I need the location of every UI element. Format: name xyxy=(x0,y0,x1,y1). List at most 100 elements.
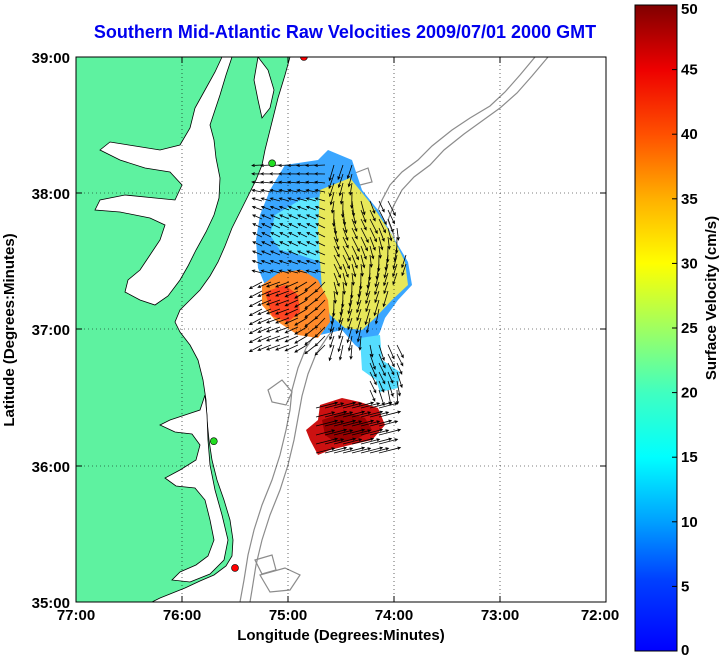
colorbar: 0 5 10 15 20 25 30 35 40 45 50 Surface Velocity (c… xyxy=(634,1,720,659)
velocity-arrow xyxy=(314,197,326,202)
velocity-arrow xyxy=(288,223,299,229)
lon-tick-label: 72:00 xyxy=(581,607,619,624)
velocity-arrow xyxy=(346,326,353,344)
velocity-arrow xyxy=(351,411,372,418)
velocity-arrow xyxy=(296,259,308,265)
velocity-arrow xyxy=(351,447,372,454)
velocity-arrow xyxy=(378,410,402,418)
velocity-arrow xyxy=(304,326,317,337)
velocity-arrow xyxy=(279,232,290,238)
velocity-arrow xyxy=(338,308,344,324)
velocity-arrow xyxy=(387,353,395,368)
velocity-arrow xyxy=(296,197,308,202)
velocity-arrow xyxy=(248,281,263,290)
velocity-arrow xyxy=(369,447,390,454)
station-markers xyxy=(210,57,308,572)
velocity-arrow xyxy=(378,245,382,259)
velocity-arrow xyxy=(339,191,344,205)
velocity-arrow xyxy=(275,281,290,288)
velocity-arrow xyxy=(304,335,317,346)
velocity-arrow xyxy=(248,326,263,335)
velocity-arrow xyxy=(329,326,335,341)
velocity-arrow xyxy=(342,410,366,418)
velocity-arrow xyxy=(333,419,357,427)
velocity-arrow xyxy=(342,428,366,436)
velocity-arrow xyxy=(305,188,317,193)
velocity-arrow xyxy=(265,317,281,324)
velocity-arrow xyxy=(342,420,363,427)
velocity-arrow xyxy=(315,447,336,454)
velocity-arrow xyxy=(251,259,263,265)
velocity-arrow xyxy=(296,180,308,184)
velocity-arrow xyxy=(347,317,353,331)
colorbar-tick-label: 30 xyxy=(681,255,698,272)
velocity-arrow xyxy=(378,362,386,377)
velocity-arrow xyxy=(333,401,357,409)
velocity-arrow xyxy=(360,402,381,409)
velocity-arrow xyxy=(304,308,317,319)
velocity-arrow xyxy=(252,214,263,220)
velocity-arrow xyxy=(251,269,263,274)
velocity-arrow xyxy=(356,326,362,343)
velocity-arrow xyxy=(356,299,362,314)
velocity-arrow xyxy=(351,419,375,427)
velocity-arrow xyxy=(396,362,403,375)
velocity-arrow xyxy=(278,259,290,265)
velocity-arrow xyxy=(278,205,290,211)
velocity-arrow xyxy=(251,163,263,168)
velocity-arrow xyxy=(351,245,359,261)
velocity-arrow xyxy=(378,200,385,213)
velocity-arrow xyxy=(387,344,395,360)
velocity-arrow xyxy=(248,344,263,353)
velocity-arrow xyxy=(342,236,349,249)
velocity-arrow xyxy=(287,197,299,202)
velocity-arrow xyxy=(275,335,290,342)
velocity-arrow xyxy=(338,182,344,197)
velocity-arrow xyxy=(294,317,308,326)
velocity-arrow xyxy=(278,163,290,168)
velocity-arrow xyxy=(337,173,344,189)
velocity-arrow xyxy=(333,447,354,454)
velocity-arrow xyxy=(260,205,272,211)
velocity-arrow xyxy=(275,326,290,333)
velocity-arrow xyxy=(314,269,326,274)
colorbar-tick-label: 35 xyxy=(681,191,698,208)
velocity-arrow xyxy=(306,241,317,247)
velocity-arrow xyxy=(251,197,263,202)
velocity-arrow xyxy=(269,188,281,193)
velocity-arrow xyxy=(358,335,362,351)
velocity-arrow xyxy=(378,227,385,242)
velocity-arrow xyxy=(396,353,404,367)
lat-tick-label: 39:00 xyxy=(32,50,70,67)
velocity-arrow xyxy=(392,272,398,286)
velocity-arrow xyxy=(278,180,290,184)
velocity-arrow xyxy=(347,173,353,188)
velocity-arrow xyxy=(342,281,346,295)
velocity-arrow xyxy=(297,232,308,238)
colorbar-tick-label: 20 xyxy=(681,385,698,402)
velocity-arrow xyxy=(369,419,393,427)
velocity-arrow xyxy=(369,254,373,268)
velocity-arrow xyxy=(392,254,398,270)
velocity-arrow xyxy=(270,241,281,247)
velocity-arrow xyxy=(315,437,339,445)
velocity-arrow xyxy=(275,317,290,324)
velocity-arrow xyxy=(297,241,308,247)
velocity-arrow xyxy=(369,344,374,358)
velocity-arrow xyxy=(351,437,375,445)
velocity-arrow xyxy=(261,232,272,238)
velocity-arrow xyxy=(288,241,299,247)
velocity-arrow xyxy=(342,446,366,454)
velocity-arrow xyxy=(324,410,348,418)
velocity-arrow xyxy=(275,299,290,306)
velocity-arrow xyxy=(333,254,342,271)
velocity-arrow xyxy=(374,308,380,325)
velocity-arrow xyxy=(329,191,335,206)
velocity-arrow xyxy=(257,299,272,306)
lon-tick-label: 74:00 xyxy=(375,607,413,624)
velocity-arrow xyxy=(360,245,367,260)
velocity-arrow xyxy=(351,218,358,232)
colorbar-tick-label: 45 xyxy=(681,62,698,79)
velocity-arrow xyxy=(287,269,299,274)
velocity-arrow xyxy=(347,299,353,315)
